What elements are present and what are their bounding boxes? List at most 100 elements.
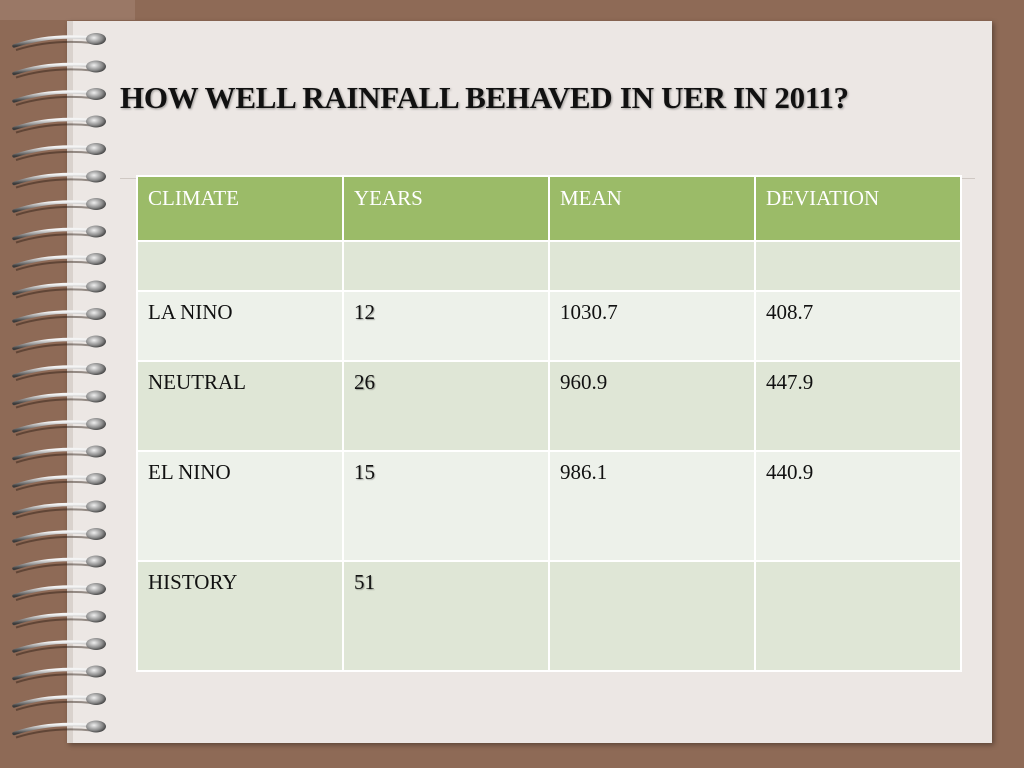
spiral-wire: [12, 557, 92, 571]
spiral-ring: [86, 143, 106, 155]
spiral-wire: [12, 145, 92, 158]
spiral-wire: [12, 172, 92, 186]
spiral-wire: [12, 35, 92, 48]
spiral-wire-shadow: [15, 315, 93, 326]
spiral-wire-shadow: [15, 233, 93, 244]
cell-climate: NEUTRAL: [136, 360, 344, 452]
paper-edge: [67, 21, 73, 743]
spiral-ring: [86, 610, 106, 623]
spiral-ring: [86, 88, 106, 100]
spiral-wire-shadow: [15, 563, 93, 574]
spiral-wire-shadow: [15, 95, 93, 106]
spiral-wire: [12, 530, 92, 543]
spiral-ring: [86, 390, 106, 403]
spiral-wire: [12, 475, 92, 488]
spiral-wire-shadow: [15, 150, 93, 161]
spiral-wire: [12, 392, 92, 406]
spiral-wire-shadow: [15, 480, 93, 491]
spiral-wire-shadow: [15, 343, 93, 354]
spiral-wire: [12, 722, 92, 736]
spiral-wire: [12, 640, 92, 653]
spiral-wire: [12, 62, 92, 76]
cell-mean: 986.1: [548, 450, 756, 562]
spiral-ring: [86, 198, 106, 210]
table-row: LA NINO 12 1030.7 408.7: [136, 290, 962, 362]
spiral-ring: [86, 555, 106, 568]
table-header-row: CLIMATE YEARS MEAN DEVIATION: [136, 175, 962, 242]
spiral-ring: [86, 665, 106, 678]
spiral-ring: [86, 445, 106, 458]
spiral-wire-shadow: [15, 728, 93, 739]
spiral-wire: [12, 695, 92, 708]
cell-years: 12: [342, 290, 550, 362]
spiral-wire-shadow: [15, 590, 93, 601]
cell-climate: [136, 240, 344, 292]
cell-mean: 1030.7: [548, 290, 756, 362]
spiral-ring: [86, 33, 106, 45]
spiral-ring: [86, 638, 106, 650]
cell-deviation: 440.9: [754, 450, 962, 562]
spiral-ring: [86, 363, 106, 375]
table-row: HISTORY 51: [136, 560, 962, 672]
spiral-binding-icon: [12, 33, 106, 739]
spiral-wire-shadow: [15, 398, 93, 409]
spiral-wire-shadow: [15, 425, 93, 436]
spiral-wire-shadow: [15, 673, 93, 684]
spiral-wire: [12, 585, 92, 598]
spiral-wire-shadow: [15, 68, 93, 79]
spiral-ring: [86, 693, 106, 705]
spiral-ring: [86, 418, 106, 430]
spiral-ring: [86, 253, 106, 265]
header-deviation: DEVIATION: [754, 175, 962, 242]
spiral-wire-shadow: [15, 700, 93, 711]
table-row: EL NINO 15 986.1 440.9: [136, 450, 962, 562]
spiral-wire: [12, 117, 92, 131]
spiral-ring: [86, 335, 106, 348]
spiral-ring: [86, 720, 106, 733]
spiral-ring: [86, 60, 106, 73]
spiral-ring: [86, 308, 106, 320]
cell-mean: [548, 560, 756, 672]
spiral-wire: [12, 502, 92, 516]
spiral-wire-shadow: [15, 453, 93, 464]
spiral-wire-shadow: [15, 178, 93, 189]
table-row: [136, 240, 962, 292]
header-mean: MEAN: [548, 175, 756, 242]
cell-climate: LA NINO: [136, 290, 344, 362]
spiral-wire: [12, 420, 92, 433]
spiral-wire: [12, 365, 92, 378]
spiral-ring: [86, 170, 106, 183]
cell-years: [342, 240, 550, 292]
spiral-ring: [86, 280, 106, 293]
spiral-wire: [12, 447, 92, 461]
spiral-ring: [86, 500, 106, 513]
spiral-wire: [12, 337, 92, 351]
cell-climate: EL NINO: [136, 450, 344, 562]
cell-deviation: 447.9: [754, 360, 962, 452]
spiral-wire-shadow: [15, 123, 93, 134]
cell-years: 26: [342, 360, 550, 452]
cell-climate: HISTORY: [136, 560, 344, 672]
spiral-wire-shadow: [15, 40, 93, 51]
cell-years: 51: [342, 560, 550, 672]
frame-corner: [0, 0, 135, 20]
spiral-wire-shadow: [15, 260, 93, 271]
cell-deviation: [754, 240, 962, 292]
spiral-ring: [86, 473, 106, 485]
spiral-wire: [12, 282, 92, 296]
cell-deviation: 408.7: [754, 290, 962, 362]
spiral-wire: [12, 227, 92, 241]
spiral-wire-shadow: [15, 508, 93, 519]
header-climate: CLIMATE: [136, 175, 344, 242]
cell-deviation: [754, 560, 962, 672]
spiral-wire: [12, 612, 92, 626]
spiral-wire-shadow: [15, 370, 93, 381]
spiral-wire-shadow: [15, 535, 93, 546]
spiral-wire-shadow: [15, 618, 93, 629]
spiral-ring: [86, 583, 106, 595]
cell-mean: 960.9: [548, 360, 756, 452]
header-years: YEARS: [342, 175, 550, 242]
cell-mean: [548, 240, 756, 292]
spiral-wire: [12, 200, 92, 213]
